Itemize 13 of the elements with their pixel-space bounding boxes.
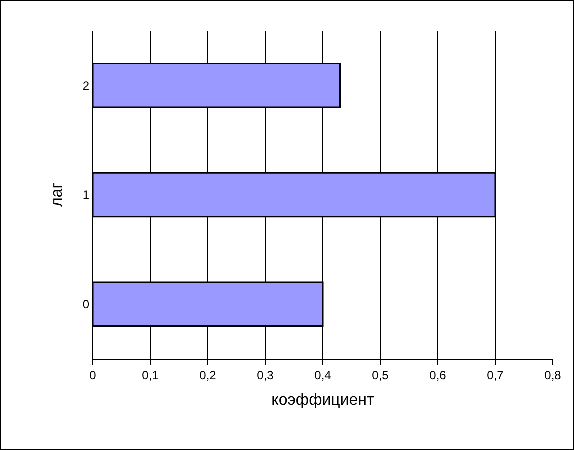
y-tick-label: 2 xyxy=(82,78,90,93)
x-tick-label: 0,3 xyxy=(257,368,274,382)
x-tick-label: 0,7 xyxy=(487,368,504,382)
x-tick-label: 0,6 xyxy=(430,368,447,382)
x-axis-title: коэффициент xyxy=(272,392,376,410)
x-tick-label: 0,1 xyxy=(142,368,160,382)
x-tick-label: 0,4 xyxy=(314,368,332,382)
y-tick-label: 0 xyxy=(82,298,90,312)
x-tick-label: 0,2 xyxy=(200,368,217,382)
y-axis-title: лаг xyxy=(48,182,66,208)
x-tick-label: 0,5 xyxy=(372,368,390,382)
y-tick-label: 1 xyxy=(82,188,90,202)
x-tick-label: 0,8 xyxy=(544,368,562,382)
